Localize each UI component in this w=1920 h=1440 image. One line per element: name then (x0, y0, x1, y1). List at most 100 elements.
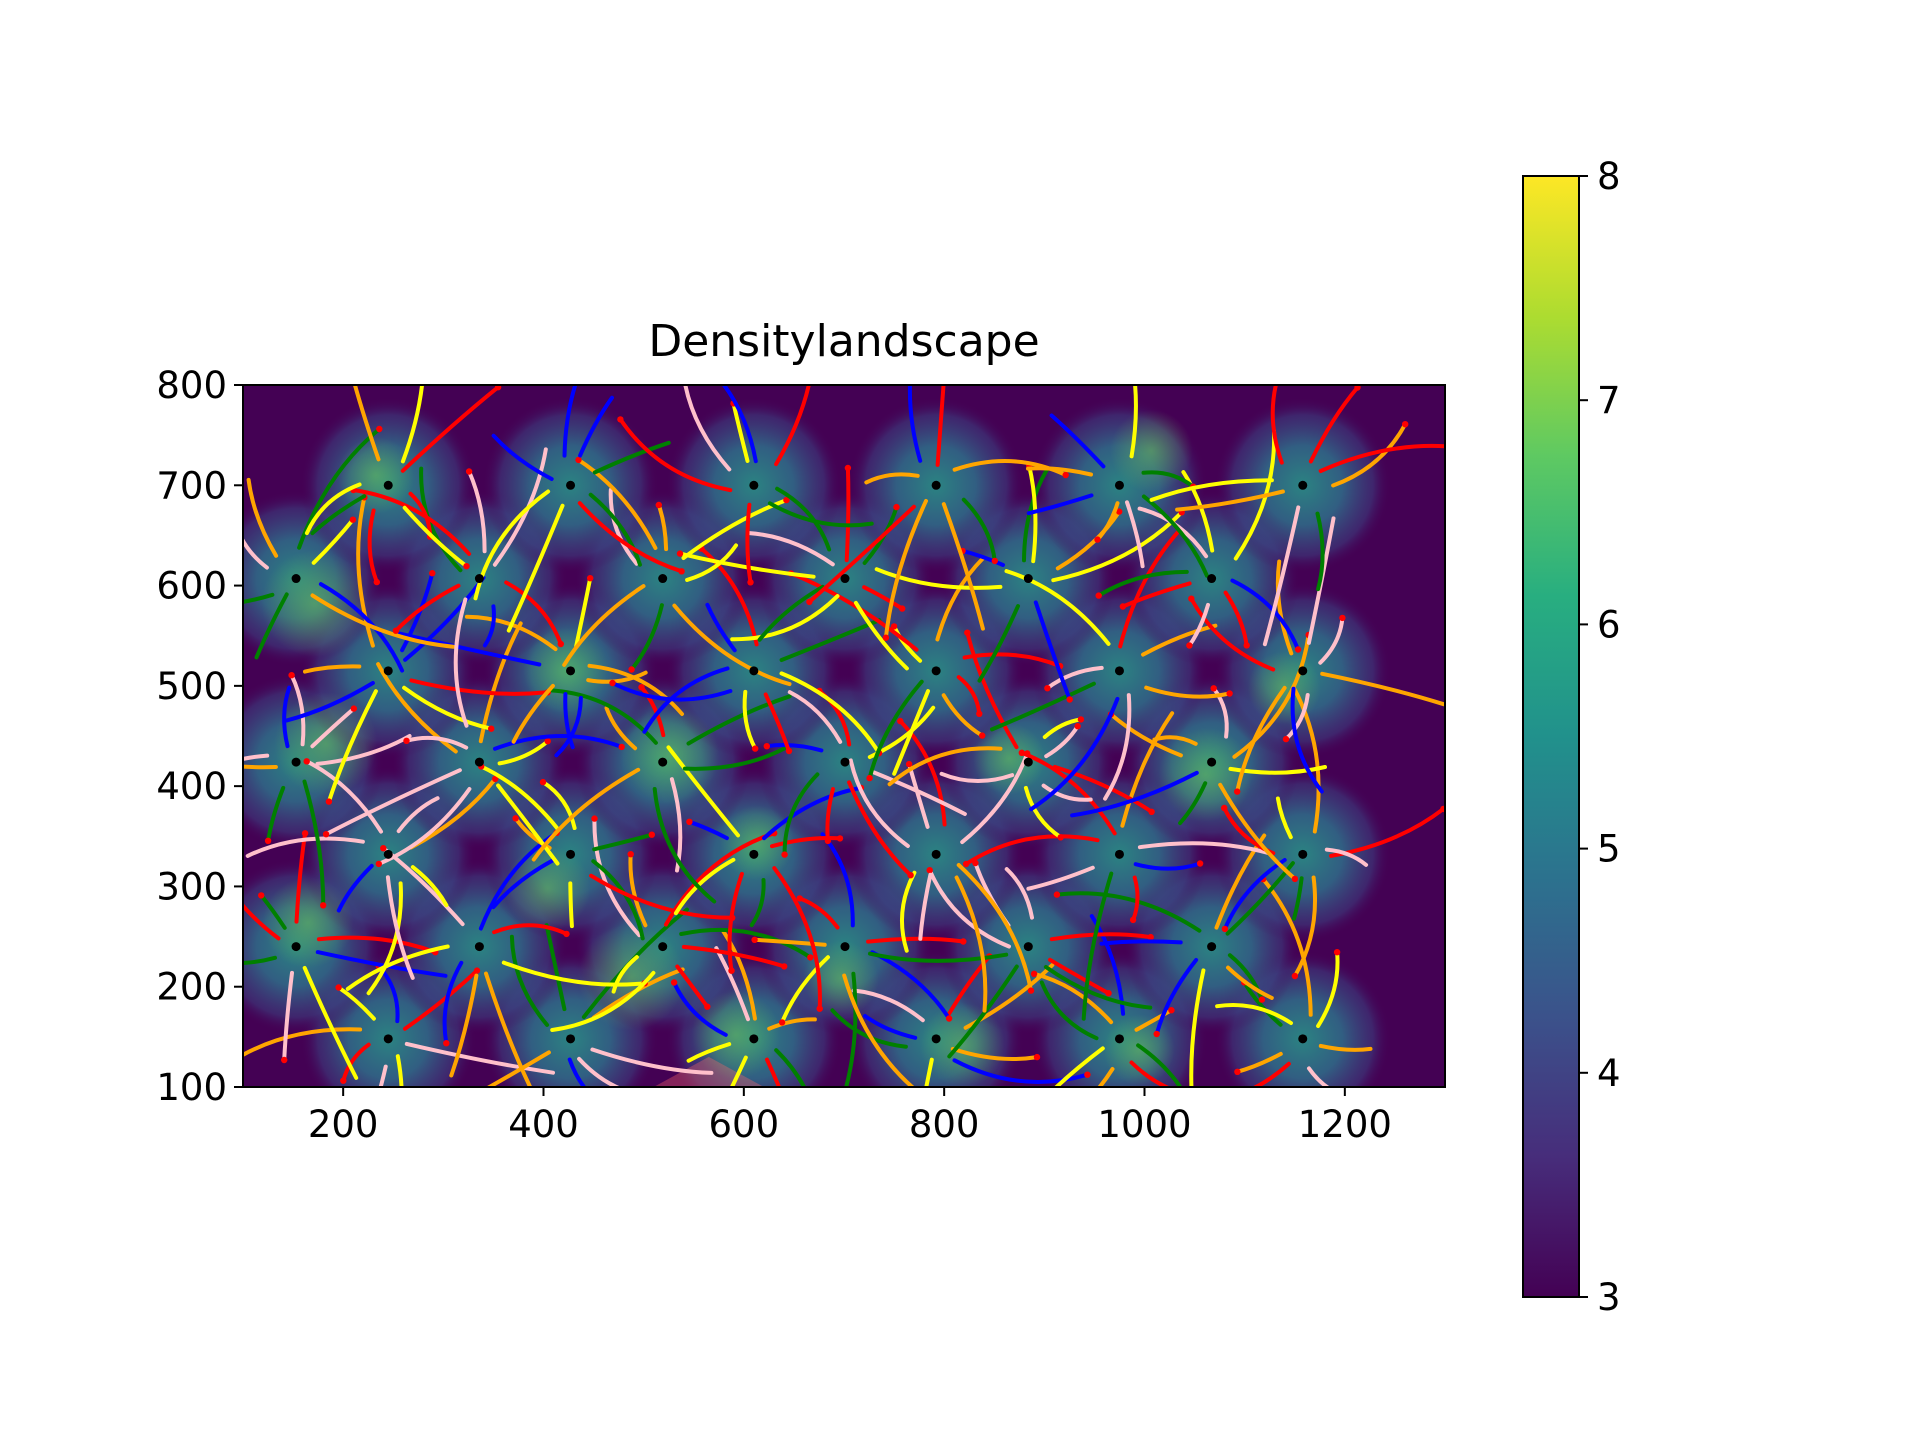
trajectory-curve (772, 866, 822, 1011)
trajectory-curve (341, 1042, 371, 1083)
trajectory-curve (1152, 735, 1198, 746)
trajectory-endpoint (591, 815, 598, 822)
center-point (840, 942, 850, 952)
trajectory-endpoint (1095, 592, 1102, 599)
trajectory-curve (628, 852, 648, 928)
trajectory-endpoint (443, 1040, 450, 1047)
center-point (658, 574, 668, 584)
trajectory-endpoint (320, 902, 327, 909)
trajectory-curve (304, 482, 362, 536)
trajectory-curve (1222, 858, 1287, 931)
trajectory-curve (962, 652, 1063, 669)
trajectory-endpoint (373, 578, 380, 586)
trajectory-curve (652, 787, 717, 904)
trajectory-endpoint (303, 758, 310, 765)
trajectory-endpoint (976, 710, 983, 717)
trajectory-curve (950, 1046, 1039, 1062)
trajectory-curve (990, 681, 1096, 732)
trajectory-curve (563, 692, 575, 750)
trajectory-endpoint (627, 851, 634, 858)
x-tick-label: 400 (508, 1103, 579, 1146)
trajectory-curve (1070, 770, 1199, 818)
trajectory-endpoint (1062, 471, 1069, 479)
trajectory-endpoint (1291, 875, 1299, 883)
trajectory-curve (1141, 470, 1196, 489)
trajectory-curve (918, 872, 933, 941)
trajectory-endpoint (380, 845, 387, 852)
trajectory-endpoint (991, 557, 998, 565)
trajectory-endpoint (751, 936, 758, 943)
trajectory-endpoint (1196, 860, 1204, 867)
trajectory-curve (404, 1041, 555, 1075)
trajectory-curve (762, 785, 863, 841)
center-point (749, 1034, 759, 1044)
center-point (1114, 1034, 1124, 1044)
center-point (291, 942, 301, 952)
center-point (658, 757, 668, 767)
y-tick-label: 700 (156, 464, 227, 507)
trajectory-endpoint (488, 725, 495, 732)
trajectory-curve (367, 508, 379, 585)
trajectory-endpoint (1053, 891, 1061, 898)
trajectory-curve (402, 685, 494, 731)
trajectory-endpoint (964, 629, 971, 636)
trajectory-curve (395, 1054, 404, 1087)
trajectory-endpoint (1203, 1095, 1209, 1101)
trajectory-curve (1218, 782, 1297, 881)
trajectory-endpoint (893, 503, 900, 511)
trajectory-endpoint (1285, 349, 1291, 355)
trajectory-curve (1029, 696, 1120, 812)
trajectory-endpoint (343, 1173, 349, 1179)
trajectory-endpoint (1027, 987, 1035, 994)
trajectory-curve (316, 935, 438, 955)
trajectory-curve (310, 494, 367, 536)
trajectory-endpoint (563, 930, 570, 938)
trajectory-endpoint (844, 464, 852, 472)
trajectory-curve (1042, 717, 1083, 739)
trajectory-curve (851, 988, 925, 1023)
center-point (1298, 849, 1308, 859)
trajectory-curve (1324, 847, 1369, 867)
trajectory-endpoint (890, 623, 898, 630)
trajectory-curve (686, 1042, 732, 1063)
trajectory-curve (757, 584, 825, 642)
trajectory-endpoint (926, 867, 933, 874)
trajectory-curve (1052, 764, 1154, 814)
density-hotspot (504, 845, 591, 932)
colorbar-tick-label: 8 (1597, 155, 1621, 198)
trajectory-curve (410, 865, 449, 908)
trajectory-curve (788, 571, 919, 652)
trajectory-curve (775, 486, 832, 552)
density-hotspot (1103, 1014, 1175, 1086)
trajectory-curve (1290, 686, 1324, 794)
colorbar-tick-label: 5 (1597, 828, 1621, 871)
trajectory-endpoint (646, 1093, 652, 1099)
trajectory-curve (336, 985, 376, 1021)
trajectory-curve (1049, 932, 1153, 942)
center-point (1114, 849, 1124, 859)
trajectory-curve (1137, 841, 1271, 856)
trajectory-endpoint (539, 778, 547, 786)
trajectory-endpoint (1282, 735, 1290, 743)
trajectory-endpoint (655, 501, 662, 509)
trajectory-curve (491, 433, 554, 481)
y-tick-label: 300 (156, 865, 227, 908)
trajectory-curve (266, 785, 286, 843)
trajectory-endpoint (1440, 805, 1445, 813)
center-point (383, 849, 393, 859)
trajectory-curve (351, 488, 472, 556)
trajectory-curve (1215, 1002, 1293, 1025)
trajectory-curve (345, 944, 450, 991)
center-point (291, 757, 301, 767)
trajectory-curve (866, 936, 966, 944)
trajectory-curve (730, 594, 840, 642)
trajectory-curve (685, 543, 738, 582)
y-tick-label: 100 (156, 1066, 227, 1109)
trajectory-curve (770, 836, 842, 849)
trajectory-layer (243, 349, 1445, 1179)
trajectory-curve (1118, 528, 1182, 649)
trajectory-curve (964, 834, 1100, 866)
trajectory-endpoint (678, 568, 685, 575)
trajectory-curve (1154, 958, 1199, 1036)
trajectory-curve (376, 787, 472, 866)
